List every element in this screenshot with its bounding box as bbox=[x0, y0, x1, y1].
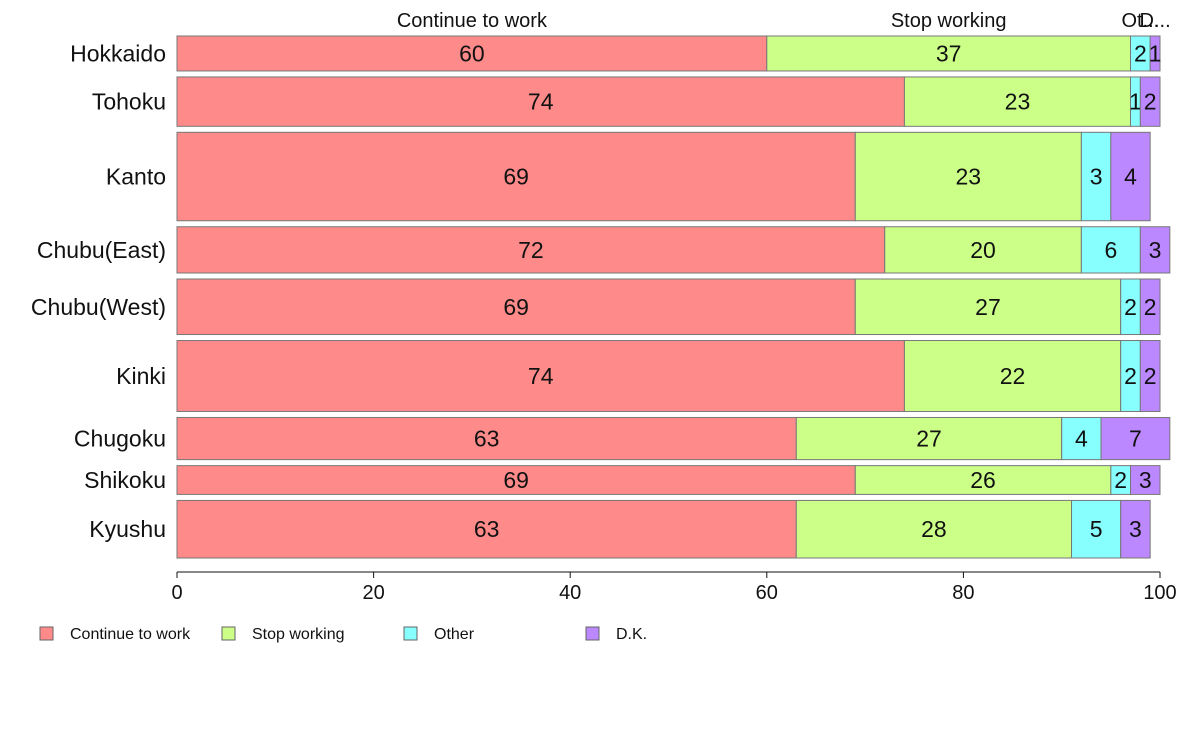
bar-segment bbox=[1139, 226, 1171, 274]
data-label: 2 bbox=[1124, 363, 1137, 389]
data-label: 37 bbox=[936, 40, 962, 66]
data-label: 60 bbox=[459, 40, 485, 66]
bar-segment bbox=[1139, 278, 1161, 336]
category-label: Chubu(East) bbox=[37, 237, 166, 263]
bar-segment bbox=[1071, 499, 1122, 559]
category-label: Shikoku bbox=[84, 467, 166, 493]
data-label: 2 bbox=[1124, 294, 1137, 320]
bar-segment bbox=[176, 499, 797, 559]
bar-segment bbox=[903, 340, 1122, 412]
data-label: 23 bbox=[1005, 89, 1031, 115]
bar-segment bbox=[795, 416, 1063, 461]
x-tick-label: 20 bbox=[362, 582, 384, 604]
top-label-2: Ot... bbox=[1121, 10, 1159, 32]
x-tick-label: 40 bbox=[559, 582, 581, 604]
data-label: 3 bbox=[1139, 467, 1152, 493]
bar-segment bbox=[795, 499, 1073, 559]
bar-segment bbox=[176, 465, 856, 495]
data-label: 2 bbox=[1114, 467, 1127, 493]
legend-swatch bbox=[221, 626, 236, 641]
data-label: 2 bbox=[1144, 363, 1157, 389]
data-label: 22 bbox=[1000, 363, 1026, 389]
category-label: Kinki bbox=[116, 363, 166, 389]
data-label: 5 bbox=[1090, 516, 1103, 542]
legend-label: D.K. bbox=[616, 626, 647, 643]
bar-segment bbox=[1120, 499, 1151, 559]
data-label: 74 bbox=[528, 363, 554, 389]
data-label: 23 bbox=[956, 164, 982, 190]
legend-swatch bbox=[39, 626, 54, 641]
bar-segment bbox=[176, 416, 797, 461]
data-label: 3 bbox=[1129, 516, 1142, 542]
bar-segment bbox=[1139, 76, 1161, 127]
data-label: 2 bbox=[1134, 40, 1147, 66]
data-label: 74 bbox=[528, 89, 554, 115]
data-label: 1 bbox=[1149, 40, 1162, 66]
bar-segment bbox=[1130, 465, 1161, 495]
x-tick-label: 0 bbox=[171, 582, 182, 604]
top-label-0: Continue to work bbox=[397, 10, 548, 32]
category-label: Chugoku bbox=[74, 426, 166, 452]
category-label: Chubu(West) bbox=[31, 294, 166, 320]
x-tick-label: 60 bbox=[756, 582, 778, 604]
top-label-1: Stop working bbox=[891, 10, 1007, 32]
data-label: 2 bbox=[1144, 89, 1157, 115]
data-label: 4 bbox=[1075, 426, 1088, 452]
bar-segment bbox=[176, 76, 905, 127]
bar-segment bbox=[766, 35, 1132, 72]
data-label: 1 bbox=[1129, 89, 1142, 115]
legend-swatch bbox=[585, 626, 600, 641]
category-label: Tohoku bbox=[92, 89, 166, 115]
x-tick-label: 100 bbox=[1143, 582, 1176, 604]
data-label: 26 bbox=[970, 467, 996, 493]
data-label: 69 bbox=[503, 467, 529, 493]
bar-segment bbox=[1080, 226, 1141, 274]
bar-segment bbox=[176, 131, 856, 222]
category-label: Kanto bbox=[106, 164, 166, 190]
top-label-3: D... bbox=[1140, 10, 1171, 32]
bar-segment bbox=[1100, 416, 1171, 461]
data-label: 2 bbox=[1144, 294, 1157, 320]
data-label: 63 bbox=[474, 426, 500, 452]
bar-segment bbox=[1139, 340, 1161, 412]
data-label: 3 bbox=[1090, 164, 1103, 190]
legend-label: Stop working bbox=[252, 626, 345, 643]
bar-segment bbox=[1061, 416, 1102, 461]
data-label: 6 bbox=[1104, 237, 1117, 263]
legend-label: Continue to work bbox=[70, 626, 191, 643]
data-label: 63 bbox=[474, 516, 500, 542]
bar-segment bbox=[1080, 131, 1112, 222]
legend-swatch bbox=[403, 626, 418, 641]
data-label: 20 bbox=[970, 237, 996, 263]
data-label: 28 bbox=[921, 516, 947, 542]
data-label: 7 bbox=[1129, 426, 1142, 452]
data-label: 69 bbox=[503, 164, 529, 190]
data-label: 3 bbox=[1149, 237, 1162, 263]
data-label: 69 bbox=[503, 294, 529, 320]
category-label: Kyushu bbox=[89, 516, 166, 542]
x-tick-label: 80 bbox=[952, 582, 974, 604]
bar-segment bbox=[854, 278, 1122, 336]
bar-segment bbox=[1110, 131, 1151, 222]
category-label: Hokkaido bbox=[70, 40, 166, 66]
data-label: 27 bbox=[916, 426, 942, 452]
legend-label: Other bbox=[434, 626, 475, 643]
bar-segment bbox=[884, 226, 1082, 274]
bar-segment bbox=[176, 340, 905, 412]
data-label: 27 bbox=[975, 294, 1001, 320]
bar-segment bbox=[176, 226, 886, 274]
data-label: 72 bbox=[518, 237, 544, 263]
bar-segment bbox=[1149, 35, 1161, 72]
data-label: 4 bbox=[1124, 164, 1137, 190]
